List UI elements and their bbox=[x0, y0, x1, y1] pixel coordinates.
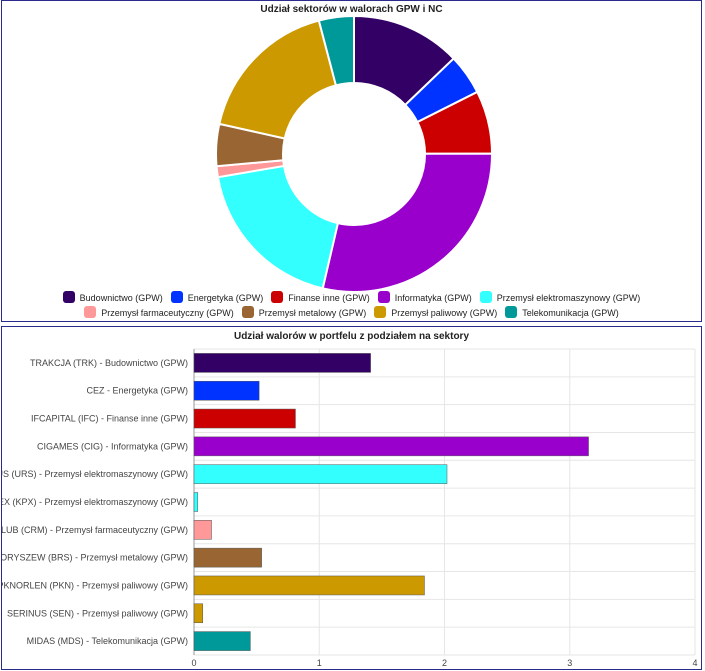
x-tick-label: 3 bbox=[567, 658, 572, 668]
bar[interactable] bbox=[193, 464, 448, 484]
category-label: CIGAMES (CIG) - Informatyka (GPW) bbox=[37, 441, 188, 451]
bar[interactable] bbox=[193, 492, 199, 512]
legend-swatch bbox=[377, 291, 390, 303]
donut-slice[interactable] bbox=[317, 14, 355, 87]
legend-item[interactable]: Telekomunikacja (GPW) bbox=[505, 306, 619, 321]
bar[interactable] bbox=[193, 603, 204, 624]
bar[interactable] bbox=[193, 575, 425, 596]
legend-label: Telekomunikacja (GPW) bbox=[522, 308, 619, 318]
donut-slice[interactable] bbox=[216, 164, 340, 290]
bar[interactable] bbox=[193, 631, 251, 651]
bar-chart-title: Udział walorów w portfelu z podziałem na… bbox=[233, 331, 470, 342]
bar[interactable] bbox=[193, 380, 260, 401]
bar[interactable] bbox=[193, 520, 212, 540]
legend-swatch bbox=[479, 291, 492, 303]
legend-swatch bbox=[505, 306, 518, 318]
legend-label: Finanse inne (GPW) bbox=[288, 293, 370, 303]
legend-label: Przemysł paliwowy (GPW) bbox=[391, 308, 498, 318]
legend-item[interactable]: Budownictwo (GPW) bbox=[62, 291, 163, 306]
sector-share-panel: Udział sektorów w walorach GPW i NC Budo… bbox=[1, 0, 702, 322]
category-label: IFCAPITAL (IFC) - Finanse inne (GPW) bbox=[31, 414, 188, 424]
legend-label: Przemysł elektromaszynowy (GPW) bbox=[496, 293, 641, 303]
category-label: BORYSZEW (BRS) - Przemysł metalowy (GPW) bbox=[2, 553, 188, 563]
legend-swatch bbox=[62, 291, 75, 303]
donut-chart bbox=[215, 14, 494, 293]
legend-swatch bbox=[271, 291, 284, 303]
legend-item[interactable]: Finanse inne (GPW) bbox=[271, 291, 370, 306]
donut-slice[interactable] bbox=[218, 19, 338, 140]
legend-item[interactable]: Energetyka (GPW) bbox=[170, 291, 264, 306]
x-tick-label: 0 bbox=[191, 658, 196, 668]
legend-swatch bbox=[241, 306, 254, 318]
legend-label: Przemysł farmaceutyczny (GPW) bbox=[101, 308, 234, 318]
category-label: CEZ - Energetyka (GPW) bbox=[86, 386, 188, 396]
donut-chart-title: Udział sektorów w walorach GPW i NC bbox=[260, 4, 443, 15]
category-label: BIOMEDLUB (CRM) - Przemysł farmaceutyczn… bbox=[2, 525, 188, 535]
legend-item[interactable]: Przemysł farmaceutyczny (GPW) bbox=[84, 306, 234, 321]
bar[interactable] bbox=[193, 436, 589, 457]
category-label: ELEKTROTIMEX (KPX) - Przemysł elektromas… bbox=[2, 497, 188, 507]
category-label: TRAKCJA (TRK) - Budownictwo (GPW) bbox=[30, 358, 188, 368]
legend-item[interactable]: Przemysł paliwowy (GPW) bbox=[374, 306, 497, 321]
legend-label: Budownictwo (GPW) bbox=[79, 293, 163, 303]
category-label: URSUS (URS) - Przemysł elektromaszynowy … bbox=[2, 469, 188, 479]
category-label: SERINUS (SEN) - Przemysł paliwowy (GPW) bbox=[7, 608, 188, 618]
donut-legend: Budownictwo (GPW) Energetyka (GPW) Finanse… bbox=[2, 291, 701, 321]
legend-swatch bbox=[170, 291, 183, 303]
x-tick-label: 4 bbox=[692, 658, 697, 668]
bar-chart: 0 1 2 3 4 TRAKCJA (TRK) - Budownictwo (GPW) CE… bbox=[2, 348, 698, 668]
legend-item[interactable]: Przemysł metalowy (GPW) bbox=[241, 306, 367, 321]
x-tick-label: 2 bbox=[442, 658, 447, 668]
category-label: MIDAS (MDS) - Telekomunikacja (GPW) bbox=[27, 636, 188, 646]
category-label: PKNORLEN (PKN) - Przemysł paliwowy (GPW) bbox=[2, 580, 188, 590]
bar[interactable] bbox=[193, 547, 262, 568]
legend-label: Przemysł metalowy (GPW) bbox=[258, 308, 367, 318]
legend-label: Informatyka (GPW) bbox=[394, 293, 472, 303]
donut-slice[interactable] bbox=[321, 152, 493, 293]
legend-item[interactable]: Informatyka (GPW) bbox=[377, 291, 472, 306]
portfolio-share-panel: Udział walorów w portfelu z podziałem na… bbox=[1, 326, 702, 670]
legend-label: Energetyka (GPW) bbox=[187, 293, 264, 303]
bar[interactable] bbox=[193, 353, 371, 373]
bar[interactable] bbox=[193, 408, 296, 429]
legend-item[interactable]: Przemysł elektromaszynowy (GPW) bbox=[479, 291, 641, 306]
legend-swatch bbox=[84, 306, 97, 318]
x-tick-label: 1 bbox=[317, 658, 322, 668]
legend-swatch bbox=[374, 306, 387, 318]
